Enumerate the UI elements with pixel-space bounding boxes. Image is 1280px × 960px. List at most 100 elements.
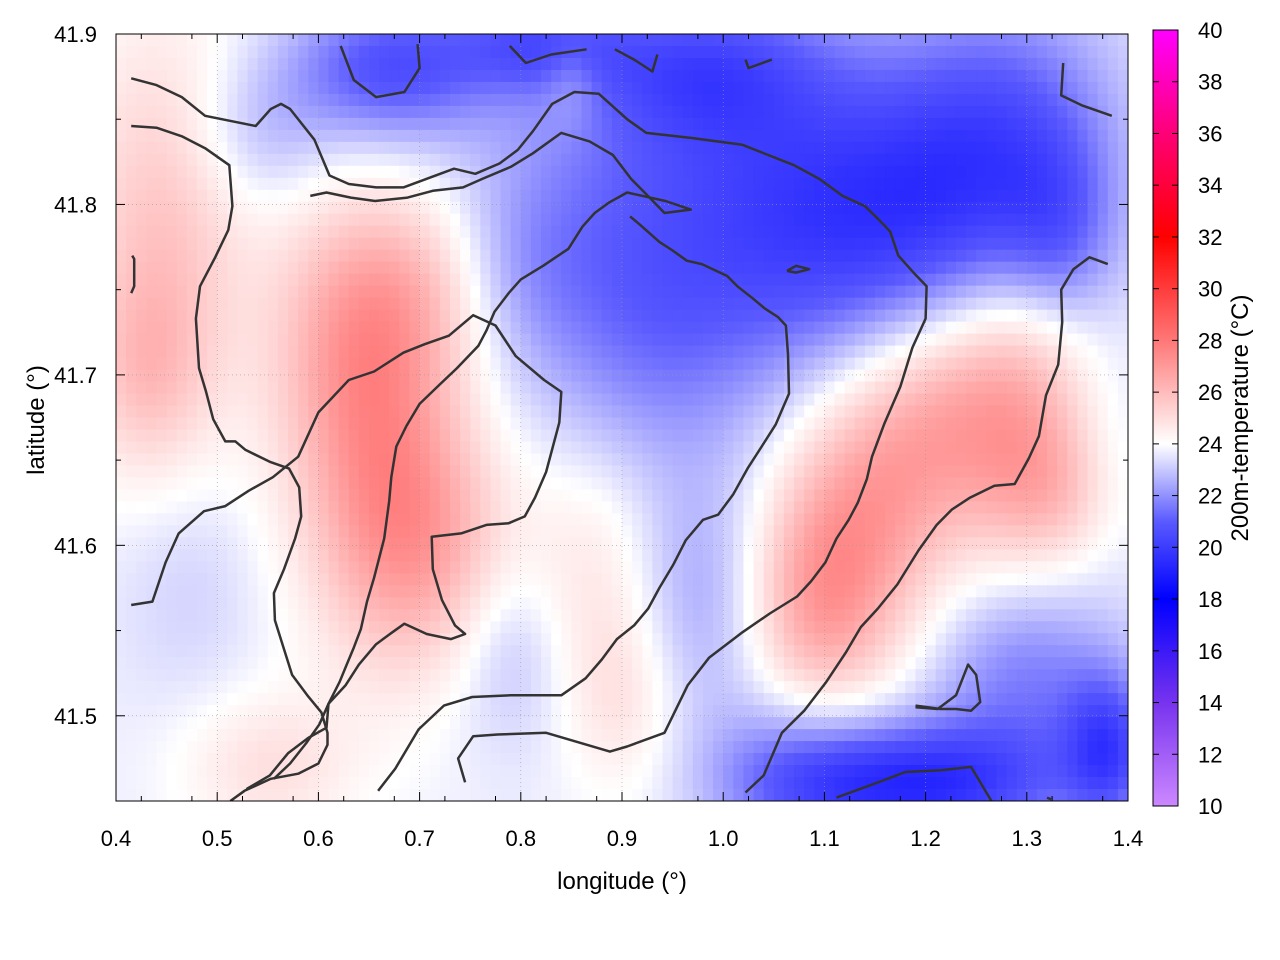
- heatmap-cell: [611, 597, 623, 610]
- heatmap-cell: [935, 573, 947, 586]
- heatmap-cell: [905, 609, 917, 622]
- heatmap-cell: [227, 237, 239, 251]
- heatmap-cell: [369, 309, 380, 323]
- heatmap-cell: [358, 405, 370, 419]
- heatmap-cell: [945, 321, 957, 335]
- heatmap-cell: [743, 417, 755, 431]
- heatmap-cell: [1117, 477, 1128, 490]
- heatmap-cell: [1117, 465, 1128, 479]
- heatmap-cell: [1097, 381, 1109, 395]
- heatmap-cell: [247, 153, 259, 167]
- heatmap-cell: [156, 213, 168, 227]
- heatmap-cell: [460, 621, 471, 634]
- heatmap-cell: [389, 369, 400, 383]
- heatmap-cell: [611, 45, 623, 59]
- heatmap-cell: [723, 369, 734, 383]
- heatmap-cell: [530, 189, 542, 203]
- heatmap-cell: [955, 69, 967, 83]
- heatmap-cell: [824, 369, 836, 383]
- heatmap-cell: [1016, 561, 1028, 574]
- heatmap-cell: [672, 309, 684, 323]
- heatmap-cell: [905, 357, 917, 371]
- heatmap-cell: [207, 561, 218, 574]
- heatmap-cell: [642, 405, 653, 419]
- heatmap-cell: [794, 441, 805, 455]
- heatmap-cell: [966, 225, 977, 239]
- heatmap-cell: [541, 429, 552, 443]
- heatmap-cell: [146, 93, 158, 107]
- heatmap-cell: [277, 117, 289, 131]
- heatmap-cell: [925, 489, 937, 502]
- heatmap-cell: [753, 549, 765, 562]
- heatmap-cell: [986, 69, 998, 83]
- heatmap-cell: [763, 333, 775, 347]
- heatmap-cell: [136, 237, 147, 251]
- heatmap-cell: [905, 621, 917, 634]
- heatmap-cell: [642, 285, 653, 299]
- heatmap-cell: [308, 129, 319, 143]
- heatmap-cell: [207, 93, 218, 107]
- heatmap-cell: [642, 453, 653, 467]
- heatmap-cell: [1067, 453, 1078, 467]
- heatmap-cell: [338, 429, 350, 443]
- heatmap-cell: [753, 609, 765, 622]
- heatmap-cell: [1016, 357, 1028, 371]
- heatmap-cell: [955, 453, 967, 467]
- heatmap-cell: [763, 489, 775, 502]
- heatmap-cell: [409, 285, 421, 299]
- heatmap-cell: [277, 189, 289, 203]
- heatmap-cell: [662, 609, 674, 622]
- heatmap-cell: [885, 345, 896, 359]
- heatmap-cell: [166, 105, 178, 119]
- heatmap-cell: [1057, 465, 1068, 479]
- heatmap-cell: [470, 57, 481, 71]
- heatmap-cell: [1087, 429, 1099, 443]
- heatmap-cell: [551, 525, 562, 538]
- heatmap-cell: [379, 57, 390, 71]
- heatmap-cell: [783, 34, 795, 47]
- heatmap-cell: [622, 609, 633, 622]
- heatmap-cell: [945, 285, 957, 299]
- heatmap-cell: [348, 345, 360, 359]
- heatmap-cell: [298, 189, 309, 203]
- heatmap-cell: [277, 321, 289, 335]
- heatmap-cell: [854, 141, 866, 155]
- heatmap-cell: [622, 129, 633, 143]
- heatmap-cell: [288, 213, 299, 227]
- heatmap-cell: [207, 285, 218, 299]
- heatmap-cell: [672, 141, 684, 155]
- heatmap-cell: [794, 501, 805, 514]
- heatmap-cell: [601, 105, 613, 119]
- heatmap-cell: [945, 81, 957, 95]
- heatmap-cell: [530, 261, 542, 275]
- heatmap-cell: [551, 321, 562, 335]
- heatmap-cell: [196, 225, 208, 239]
- heatmap-cell: [581, 537, 593, 550]
- heatmap-cell: [601, 357, 613, 371]
- heatmap-cell: [824, 201, 836, 215]
- heatmap-cell: [854, 249, 866, 263]
- heatmap-cell: [783, 573, 795, 586]
- heatmap-cell: [854, 297, 866, 311]
- heatmap-cell: [1057, 513, 1068, 526]
- heatmap-cell: [591, 297, 603, 311]
- heatmap-cell: [460, 141, 471, 155]
- heatmap-cell: [1016, 105, 1028, 119]
- heatmap-cell: [986, 381, 998, 395]
- heatmap-cell: [854, 153, 866, 167]
- heatmap-cell: [207, 621, 218, 634]
- heatmap-cell: [1036, 345, 1048, 359]
- heatmap-cell: [1067, 201, 1078, 215]
- heatmap-cell: [905, 393, 917, 407]
- heatmap-cell: [136, 585, 147, 598]
- heatmap-cell: [875, 93, 886, 107]
- heatmap-cell: [136, 93, 147, 107]
- heatmap-cell: [571, 501, 583, 514]
- heatmap-cell: [338, 34, 350, 47]
- heatmap-cell: [207, 34, 218, 47]
- heatmap-cell: [814, 585, 825, 598]
- heatmap-cell: [267, 165, 279, 179]
- heatmap-cell: [480, 405, 492, 419]
- heatmap-cell: [601, 129, 613, 143]
- heatmap-cell: [227, 609, 239, 622]
